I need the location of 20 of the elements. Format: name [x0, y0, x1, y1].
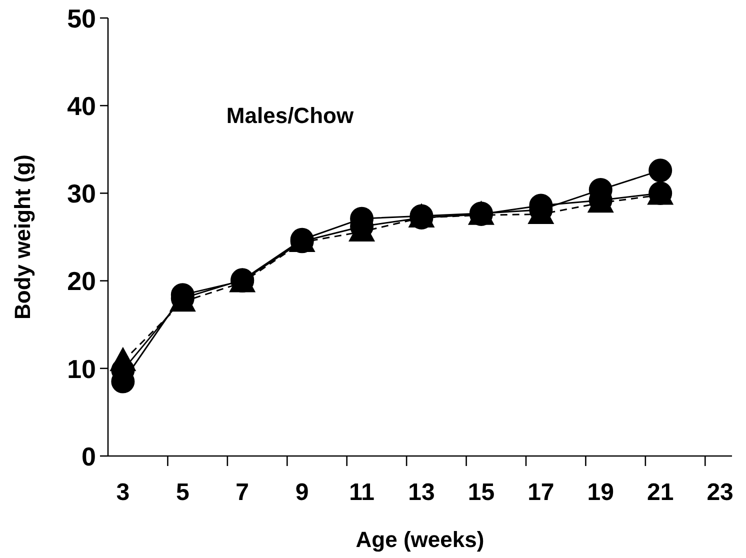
x-tick-label: 23 [706, 479, 734, 506]
x-tick-label: 17 [528, 479, 554, 506]
y-tick-label: 50 [67, 3, 96, 34]
y-tick-label: 40 [67, 90, 96, 121]
x-tick-label: 5 [176, 479, 190, 506]
x-tick-label: 3 [116, 479, 130, 506]
y-axis-title: Body weight (g) [10, 154, 35, 320]
x-tick-label: 13 [408, 479, 435, 506]
y-tick-label: 0 [82, 441, 96, 472]
y-tick-label: 30 [67, 178, 96, 209]
y-tick-label: 10 [67, 354, 96, 384]
x-tick-label: 15 [468, 479, 495, 506]
x-tick-label: 9 [295, 479, 309, 506]
x-tick-label: 7 [236, 479, 250, 506]
x-axis-title: Age (weeks) [356, 527, 484, 552]
x-tick-label: 11 [349, 479, 374, 506]
text: Males/Chow [226, 103, 354, 128]
y-tick-label: 20 [67, 266, 96, 296]
x-tick-label: 19 [587, 479, 614, 506]
x-tick-label: 21 [646, 479, 674, 506]
